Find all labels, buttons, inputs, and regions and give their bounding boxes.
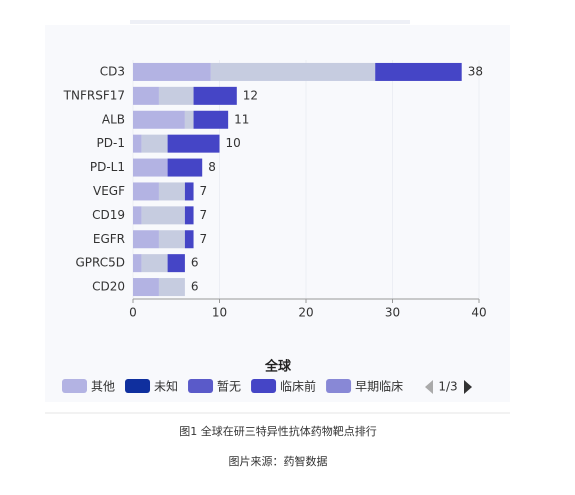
bar-segment (133, 230, 159, 249)
caption-source: 图片来源：药智数据 (229, 454, 328, 468)
total-label: 38 (468, 64, 483, 78)
x-tick-label: 30 (385, 306, 400, 320)
y-tick-label: CD3 (100, 64, 125, 78)
y-tick-label: PD-L1 (90, 160, 125, 174)
bar-segment (158, 86, 194, 105)
legend-swatch[interactable] (326, 379, 352, 393)
total-label: 11 (234, 112, 249, 126)
y-tick-label: GPRC5D (75, 256, 125, 270)
bar-segment (167, 134, 220, 153)
total-label: 10 (226, 136, 241, 150)
bar-segment (158, 230, 185, 249)
y-tick-label: VEGF (93, 184, 125, 198)
bar-segment (141, 134, 168, 153)
bar-segment (133, 182, 159, 201)
bar-segment (193, 110, 229, 129)
legend-swatch[interactable] (125, 379, 151, 393)
total-label: 8 (208, 160, 216, 174)
bar-segment (158, 182, 185, 201)
legend-next[interactable] (464, 380, 472, 394)
y-tick-label: CD20 (92, 280, 125, 294)
bar-segment (133, 62, 211, 81)
legend-label[interactable]: 临床前 (280, 379, 316, 394)
bar-segment (141, 206, 185, 225)
y-tick-label: PD-1 (97, 136, 125, 150)
chart-panel (45, 25, 510, 402)
bar-segment (184, 182, 194, 201)
legend-title: 全球 (264, 359, 292, 375)
bar-segment (184, 110, 194, 129)
total-label: 7 (200, 184, 208, 198)
legend-label[interactable]: 早期临床 (355, 380, 403, 394)
bar-segment (167, 158, 203, 177)
legend-label[interactable]: 未知 (154, 380, 178, 394)
x-tick-label: 0 (129, 306, 137, 320)
legend-swatch[interactable] (251, 379, 277, 393)
legend-swatch[interactable] (62, 379, 87, 393)
bar-segment (158, 278, 185, 297)
bar-segment (133, 158, 168, 177)
total-label: 7 (200, 208, 208, 222)
bar-segment (133, 254, 142, 273)
legend-label[interactable]: 其他 (91, 380, 115, 394)
y-tick-label: ALB (102, 112, 125, 126)
bar-segment (133, 278, 159, 297)
legend-prev[interactable] (425, 380, 433, 394)
y-tick-label: TNFRSF17 (63, 88, 125, 102)
x-tick-label: 40 (471, 306, 486, 320)
y-tick-label: EGFR (93, 232, 125, 246)
total-label: 12 (243, 88, 258, 102)
bar-segment (193, 86, 237, 105)
bar-segment (133, 110, 185, 129)
bar-segment (133, 86, 159, 105)
legend-swatch[interactable] (188, 379, 214, 393)
total-label: 7 (200, 232, 208, 246)
bar-segment (184, 230, 194, 249)
x-tick-label: 20 (298, 306, 313, 320)
bar-segment (133, 134, 142, 153)
total-label: 6 (191, 256, 199, 270)
legend-label[interactable]: 暂无 (217, 380, 241, 394)
bar-segment (184, 206, 194, 225)
bar-segment (375, 62, 462, 81)
caption-title: 图1 全球在研三特异性抗体药物靶点排行 (179, 424, 377, 438)
scroll-bar (130, 20, 410, 24)
legend-page: 1/3 (438, 380, 457, 394)
bar-segment (133, 206, 142, 225)
bar-segment (210, 62, 376, 81)
bar-segment (167, 254, 185, 273)
bar-segment (141, 254, 168, 273)
x-tick-label: 10 (212, 306, 227, 320)
y-tick-label: CD19 (92, 208, 125, 222)
total-label: 6 (191, 280, 199, 294)
